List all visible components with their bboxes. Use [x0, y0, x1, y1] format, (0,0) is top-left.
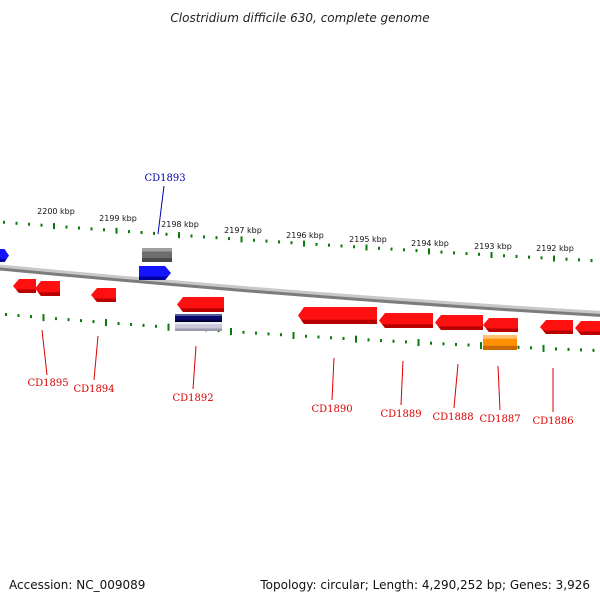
gene-label-leader [497, 365, 501, 411]
gene-labels: CD1893 CD1895 CD1894 CD1892 CD1890 CD1889 CD18… [27, 173, 573, 427]
gene-label-leader [331, 357, 335, 401]
gene-label-leader [192, 345, 197, 390]
reverse-gene-shade [38, 292, 60, 296]
reverse-gene-shade [16, 289, 36, 293]
reverse-gene-shade [94, 298, 116, 302]
scale-label: 2198 kbp [161, 220, 199, 229]
outer-tick-ring [3, 220, 593, 263]
genome-title: Clostridium difficile 630, complete geno… [170, 11, 429, 25]
reverse-gene-shade [543, 330, 573, 334]
reverse-gene-shade [578, 331, 600, 335]
scale-label: 2195 kbp [349, 235, 387, 244]
reverse-gene-shade [180, 308, 224, 312]
scale-label: 2194 kbp [411, 239, 449, 248]
scale-label: 2197 kbp [224, 226, 262, 235]
scale-label: 2196 kbp [286, 231, 324, 240]
gray-feature-highlight [142, 248, 172, 252]
scale-label: 2192 kbp [536, 244, 574, 253]
gene-label-leader [453, 363, 459, 409]
navy-feature-shade [175, 319, 222, 322]
orange-feature-shade [483, 345, 517, 350]
accession-text: Accession: NC_009089 [9, 578, 146, 592]
gene-label: CD1892 [172, 393, 213, 404]
reverse-gene-shade [486, 328, 518, 332]
gray-feature-shade [175, 328, 222, 331]
topology-summary: Topology: circular; Length: 4,290,252 bp… [260, 578, 590, 592]
gene-label: CD1890 [311, 404, 352, 415]
reverse-gene-shade [301, 319, 377, 324]
reverse-gene-shade [438, 326, 483, 330]
gene-label-leader [93, 335, 99, 381]
gray-feature [175, 322, 222, 331]
genome-backbone [0, 267, 600, 317]
backbone-shadow [0, 264, 600, 316]
navy-feature-highlight [175, 314, 222, 316]
navy-feature [175, 314, 222, 322]
orange-feature-highlight [483, 335, 517, 339]
scale-labels: 2200 kbp 2199 kbp 2198 kbp 2197 kbp 2196 kbp… [37, 207, 574, 253]
gray-feature-highlight [175, 322, 222, 325]
gene-features [0, 248, 600, 350]
scale-label: 2200 kbp [37, 207, 75, 216]
gene-label-leader [41, 329, 48, 376]
scale-label: 2193 kbp [474, 242, 512, 251]
gene-label-leader [400, 360, 404, 406]
gene-label: CD1886 [532, 416, 573, 427]
forward-gene-shade [139, 276, 168, 280]
gene-label-leader [157, 185, 165, 235]
gene-label: CD1894 [73, 384, 114, 395]
gene-label: CD1888 [432, 412, 473, 423]
gene-label: CD1893 [144, 173, 185, 184]
gene-label: CD1889 [380, 409, 421, 420]
scale-label: 2199 kbp [99, 214, 137, 223]
reverse-gene-shade [382, 324, 433, 328]
gray-feature-shade [142, 258, 172, 262]
gene-label: CD1887 [479, 414, 520, 425]
forward-gene-shade [0, 258, 7, 262]
gene-label: CD1895 [27, 378, 68, 389]
